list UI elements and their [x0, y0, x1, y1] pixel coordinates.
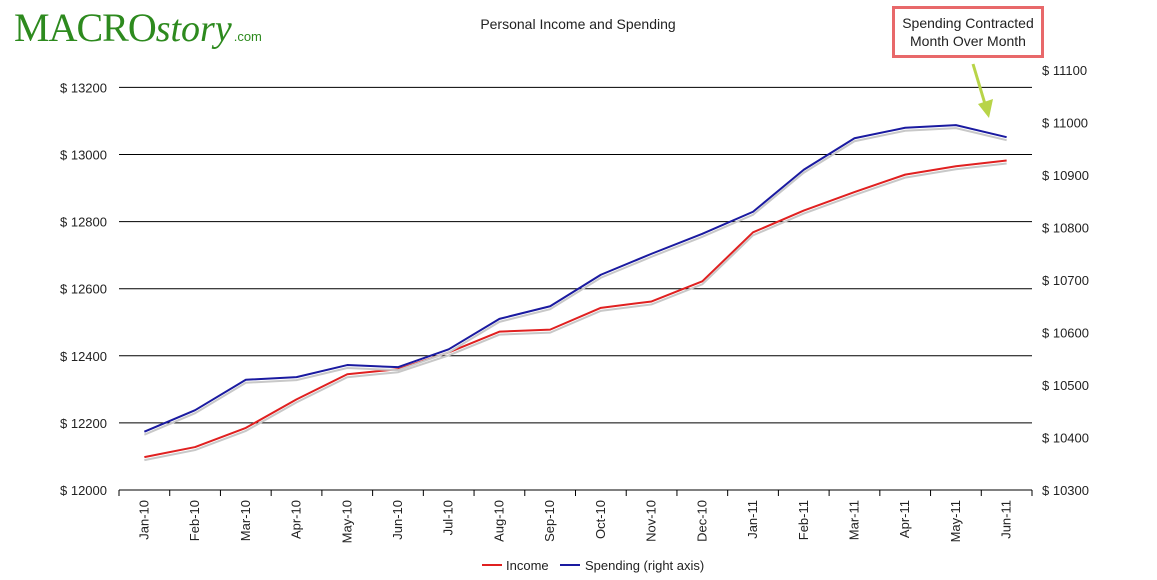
x-tick-label-9: Oct-10	[593, 500, 608, 539]
x-tick-label-14: Mar-11	[846, 500, 861, 540]
annotation-arrow	[971, 63, 993, 118]
right-tick-label-3: $ 10600	[1042, 326, 1089, 341]
macrostory-logo: MACROstory .com	[14, 4, 262, 51]
x-tick-label-6: Jul-10	[441, 500, 456, 535]
x-axis-ticks: Jan-10 Feb-10 Mar-10 Apr-10 May-10 Jun-10 Jul-…	[136, 500, 1013, 543]
left-tick-label-1: $ 12200	[60, 416, 107, 431]
x-tick-label-10: Nov-10	[644, 500, 659, 542]
x-tick-label-3: Apr-10	[289, 500, 304, 539]
left-tick-label-2: $ 12400	[60, 349, 107, 364]
series-shadow-1	[143, 127, 1007, 436]
left-tick-label-0: $ 12000	[60, 483, 107, 498]
left-tick-label-4: $ 12800	[60, 215, 107, 230]
x-tick-label-12: Jan-11	[745, 500, 760, 539]
right-tick-label-1: $ 10400	[1042, 431, 1089, 446]
series-line-1	[143, 124, 1007, 433]
x-tick-label-8: Sep-10	[542, 500, 557, 542]
left-tick-label-5: $ 13000	[60, 148, 107, 163]
legend-label-spending: Spending (right axis)	[585, 558, 704, 573]
chart-legend: Income Spending (right axis)	[482, 558, 704, 573]
grid-lines	[118, 86, 1033, 496]
annotation-callout: Spending Contracted Month Over Month	[892, 6, 1044, 58]
legend-label-income: Income	[506, 558, 549, 573]
x-tick-label-2: Mar-10	[238, 500, 253, 541]
x-tick-label-13: Feb-11	[796, 500, 811, 540]
x-tick-label-15: Apr-11	[897, 500, 912, 538]
right-tick-label-2: $ 10500	[1042, 378, 1089, 393]
logo-com-text: .com	[233, 29, 262, 44]
left-tick-label-6: $ 13200	[60, 80, 107, 95]
x-tick-label-11: Dec-10	[694, 500, 709, 542]
right-tick-label-0: $ 10300	[1042, 483, 1089, 498]
x-tick-label-5: Jun-10	[390, 500, 405, 540]
right-axis-ticks: $ 10300 $ 10400 $ 10500 $ 10600 $ 10700 $ 108…	[1042, 63, 1089, 498]
x-tick-label-0: Jan-10	[136, 500, 151, 540]
x-tick-label-17: Jun-11	[999, 500, 1014, 539]
callout-line-2: Month Over Month	[910, 33, 1026, 49]
left-axis-ticks: $ 12000 $ 12200 $ 12400 $ 12600 $ 12800 $ 130…	[60, 80, 107, 498]
logo-story-text: story	[155, 8, 232, 50]
right-tick-label-5: $ 10800	[1042, 221, 1089, 236]
x-tick-label-1: Feb-10	[187, 500, 202, 541]
series-lines	[143, 124, 1007, 462]
x-tick-label-7: Aug-10	[491, 500, 506, 542]
callout-line-1: Spending Contracted	[902, 15, 1034, 31]
x-tick-label-4: May-10	[339, 500, 354, 543]
left-tick-label-3: $ 12600	[60, 282, 107, 297]
right-tick-label-4: $ 10700	[1042, 273, 1089, 288]
series-line-0	[144, 159, 1007, 459]
right-tick-label-6: $ 10900	[1042, 168, 1089, 183]
series-shadow-0	[144, 162, 1007, 462]
chart-title: Personal Income and Spending	[480, 16, 675, 32]
logo-macro-text: MACRO	[14, 5, 157, 50]
x-tick-label-16: May-11	[948, 500, 963, 542]
right-tick-label-8: $ 11100	[1042, 63, 1087, 78]
right-tick-label-7: $ 11000	[1042, 116, 1088, 131]
